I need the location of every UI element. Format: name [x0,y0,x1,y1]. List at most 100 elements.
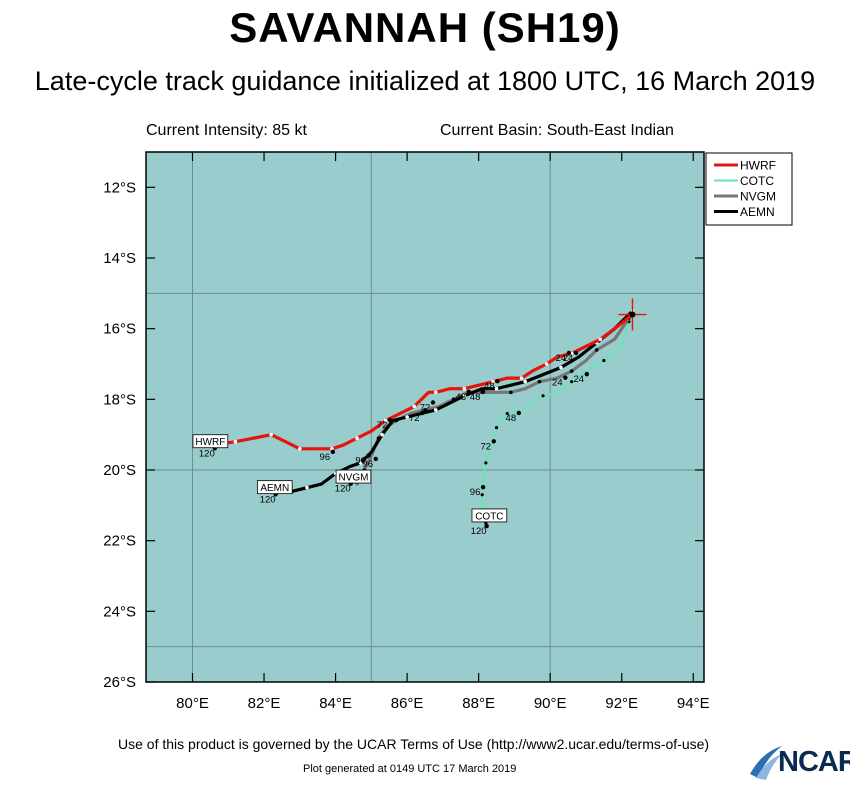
model-tag-label: COTC [475,511,503,522]
ncar-logo: NCAR [748,744,850,780]
forecast-hour-label: 48 [484,381,495,392]
track-point-aemn [494,386,499,391]
lon-tick-label: 84°E [319,695,352,712]
model-tag-label: HWRF [195,437,225,448]
model-tag-label: AEMN [260,483,289,494]
forecast-hour-dot [480,485,486,490]
model-tag-box [471,508,508,523]
current-position-dot [629,311,636,318]
forecast-hour-label: 72 [481,441,492,452]
track-point-nvgm [537,379,542,384]
track-point-aemn [358,461,363,465]
track-point-aemn [380,432,384,437]
forecast-hour-dot [566,350,572,356]
track-point-hwrf [433,390,438,395]
lon-tick-label: 94°E [677,695,710,712]
forecast-hour-dot [516,410,522,416]
lat-tick-label: 18°S [103,391,136,408]
track-point-cotc [484,461,488,465]
model-tag-box [192,434,229,449]
track-point-nvgm [509,390,513,395]
track-point-hwrf [269,432,273,437]
track-point-hwrf [598,337,603,342]
lon-tick-label: 88°E [462,695,495,712]
forecast-hour-label: 120 [335,484,351,495]
forecast-hour-dot [484,523,489,529]
forecast-hour-dot [584,371,590,377]
track-point-cotc [570,380,574,384]
track-map: 80°E 82°E 84°E 86°E 88°E 90°E 92°E 94°E 12°S 14°S… [103,151,793,712]
track-point-hwrf [491,379,495,384]
lat-tick-label: 14°S [103,250,136,267]
track-point-aemn [433,408,438,412]
track-point-hwrf [298,447,302,451]
forecast-hour-label: 120 [199,448,215,459]
lat-tick-label: 20°S [103,462,136,479]
current-intensity: Current Intensity: 85 kt [146,122,307,139]
track-aemn [262,309,635,493]
terms-of-use-note: Use of this product is governed by the U… [118,736,710,752]
forecast-hour-dot [466,389,471,394]
model-tag-box [256,480,293,495]
track-point-cotc [602,358,606,363]
plot-generated-note: Plot generated at 0149 UTC 17 March 2019 [303,763,517,775]
forecast-hour-label: 48 [470,392,481,403]
lon-tick-label: 90°E [534,695,567,712]
track-point-aemn [305,485,309,490]
legend-label-hwrf: HWRF [740,159,776,173]
forecast-hour-dot [573,350,579,356]
forecast-hour-label: 96 [320,452,331,463]
forecast-hour-dot [373,456,378,462]
forecast-hour-label: 24 [552,378,563,389]
forecast-hour-dot [330,449,336,455]
track-point-cotc [541,394,545,398]
current-basin: Current Basin: South-East Indian [440,122,674,139]
forecast-hour-label: 96 [470,487,481,498]
track-point-hwrf [519,376,524,380]
map-frame [145,151,705,683]
track-point-nvgm [569,369,574,373]
lat-tick-label: 16°S [103,321,136,338]
forecast-hour-dot [495,379,500,384]
forecast-hour-dot [420,410,425,416]
track-point-hwrf [544,362,549,366]
track-point-cotc [505,411,509,416]
forecast-hour-dot [491,439,497,444]
forecast-hour-dot [480,389,486,394]
forecast-hour-dot [366,453,371,458]
track-point-cotc [494,426,499,430]
lat-tick-label: 24°S [103,603,136,620]
forecast-hour-label: 72 [409,413,420,424]
track-hwrf [208,312,635,451]
forecast-hour-label: 72 [420,402,431,413]
track-point-nvgm [594,348,599,352]
forecast-hour-dot [387,417,393,423]
track-point-hwrf [462,386,467,391]
forecast-hour-label: 24 [556,353,567,364]
plot-title: SAVANNAH (SH19) [229,4,621,51]
track-point-aemn [405,415,409,419]
lat-tick-label: 12°S [103,179,136,196]
track-point-hwrf [355,436,359,441]
track-point-aemn [523,379,527,384]
legend-label-aemn: AEMN [740,205,775,219]
lat-tick-label: 22°S [103,533,136,550]
lat-tick-label: 26°S [103,674,136,691]
legend-label-cotc: COTC [740,174,774,188]
forecast-hour-label: 48 [506,413,517,424]
ncar-logo-text: NCAR [778,746,850,778]
forecast-hour-label: 120 [471,526,487,537]
forecast-hour-label: 24 [563,353,574,364]
map-ocean-area [146,152,704,682]
model-tag-label: NVGM [338,473,368,484]
lon-tick-label: 82°E [248,695,281,712]
track-point-cotc [480,493,484,497]
forecast-hour-label: 120 [260,494,276,505]
track-point-aemn [559,365,563,370]
ncar-swoosh-icon [750,746,782,780]
lon-tick-label: 86°E [391,695,424,712]
plot-subtitle: Late-cycle track guidance initialized at… [34,66,816,96]
track-point-hwrf [383,418,388,423]
forecast-hour-dot [563,375,568,380]
track-point-aemn [462,394,467,398]
